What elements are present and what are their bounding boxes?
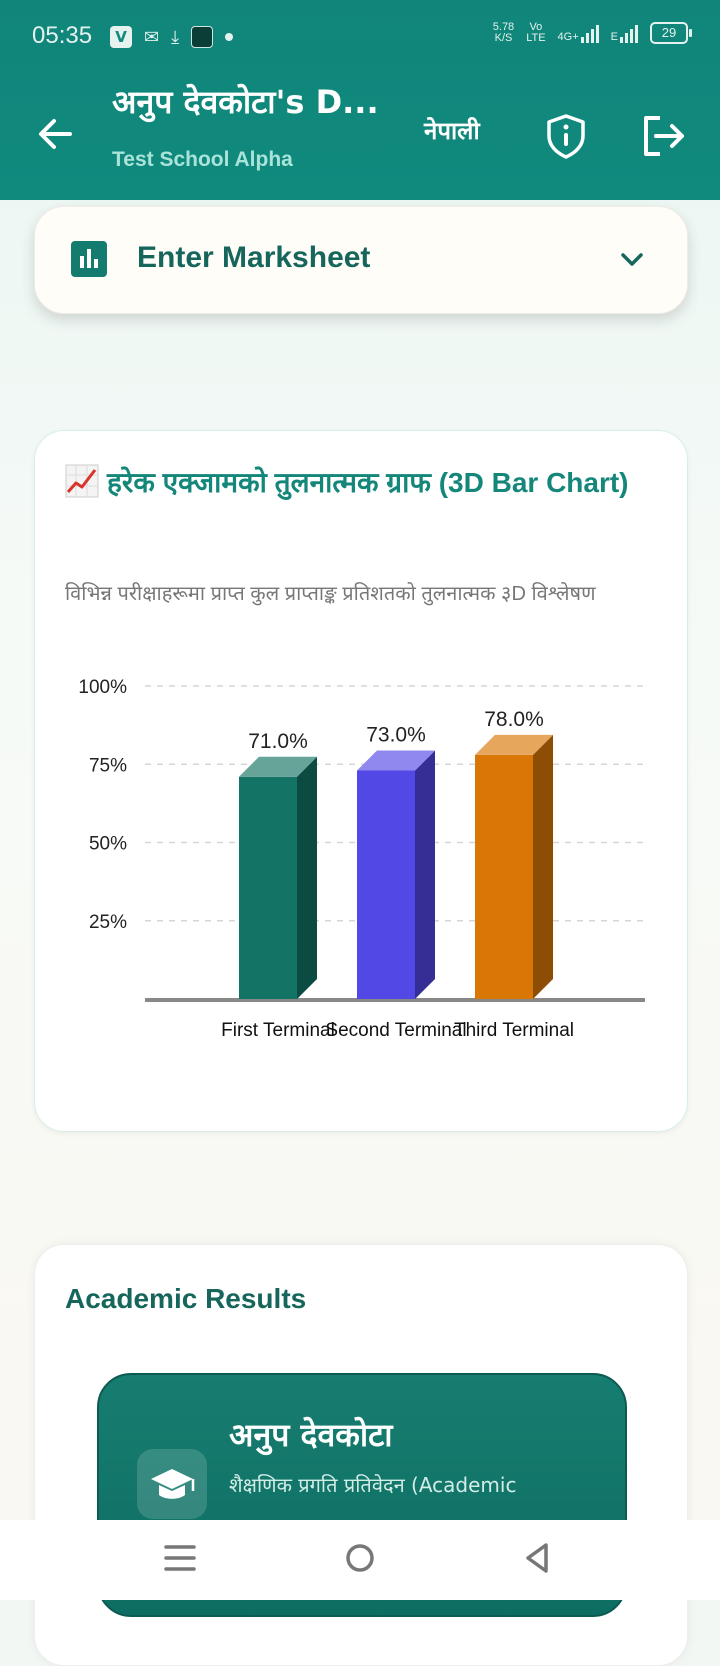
bar-value-label: 78.0%	[484, 708, 544, 731]
page-title: अनुप देवकोटा's D...	[112, 83, 379, 121]
notification-dot-icon	[225, 33, 234, 41]
privacy-shield-icon[interactable]	[544, 112, 588, 160]
download-icon: ⤓	[171, 26, 180, 48]
bar-side	[415, 750, 435, 999]
y-tick-label: 100%	[78, 677, 127, 698]
language-toggle-button[interactable]: नेपाली	[424, 117, 480, 145]
mail-icon: ✉	[144, 26, 160, 48]
y-tick-label: 75%	[89, 755, 127, 776]
chevron-down-icon	[621, 253, 643, 266]
graduation-cap-icon	[137, 1449, 207, 1519]
enter-marksheet-dropdown[interactable]: Enter Marksheet	[34, 206, 688, 314]
x-tick-label: First Terminal	[221, 1020, 335, 1041]
school-name: Test School Alpha	[112, 148, 293, 171]
back-icon[interactable]	[516, 1536, 560, 1580]
academic-results-card: Academic Results अनुप देवकोटा शैक्षणिक प…	[34, 1244, 688, 1666]
app-v-icon: V	[110, 26, 132, 48]
status-time: 05:35	[32, 22, 93, 49]
logout-icon[interactable]	[640, 114, 686, 158]
bar-top	[357, 750, 435, 771]
bar-chart: 25% 50% 75% 100% 71.0% First Terminal 73.0% Sec…	[78, 677, 645, 1041]
chart-subtitle: विभिन्न परीक्षाहरूमा प्राप्त कुल प्राप्त…	[65, 583, 596, 605]
bar-side	[533, 734, 553, 999]
y-tick-label: 50%	[89, 834, 127, 855]
bar-side	[297, 756, 317, 999]
battery-icon: 29	[650, 22, 692, 44]
signal-2-icon: E	[611, 23, 638, 43]
report-label: शैक्षणिक प्रगति प्रतिवेदन (Academic	[229, 1473, 517, 1497]
volte-indicator: Vo LTE	[526, 21, 546, 44]
bar-chart-icon	[71, 241, 107, 277]
chart-increasing-icon	[65, 464, 99, 498]
bar-value-label: 71.0%	[248, 730, 308, 753]
system-nav-bar	[0, 1520, 720, 1600]
bar-front	[475, 754, 533, 999]
home-icon[interactable]	[338, 1536, 382, 1580]
comparison-chart-card: हरेक एक्जामको तुलनात्मक ग्राफ (3D Bar Ch…	[34, 430, 688, 1132]
enter-marksheet-label: Enter Marksheet	[137, 241, 371, 274]
x-tick-label: Third Terminal	[454, 1020, 574, 1041]
signal-icon: 4G+	[558, 23, 599, 43]
academic-results-title: Academic Results	[65, 1283, 307, 1314]
bar-top	[475, 734, 553, 755]
bar-front	[239, 776, 297, 999]
chart-title: हरेक एक्जामको तुलनात्मक ग्राफ (3D Bar Ch…	[65, 459, 665, 507]
app-square-icon	[191, 26, 214, 48]
bar-top	[239, 756, 317, 777]
y-tick-label: 25%	[89, 912, 127, 933]
menu-icon[interactable]	[158, 1536, 202, 1580]
back-arrow-icon[interactable]	[36, 114, 76, 154]
status-bar: 05:35 V ✉ ⤓ 5.78 K/S Vo LTE 4G+ E 29	[32, 20, 692, 56]
bar-value-label: 73.0%	[366, 724, 426, 747]
x-tick-label: Second Terminal	[325, 1020, 466, 1041]
bar-front	[357, 770, 415, 999]
net-speed: 5.78 K/S	[492, 21, 515, 44]
student-name: अनुप देवकोटा	[229, 1416, 393, 1454]
app-header: 05:35 V ✉ ⤓ 5.78 K/S Vo LTE 4G+ E 29	[0, 0, 720, 200]
